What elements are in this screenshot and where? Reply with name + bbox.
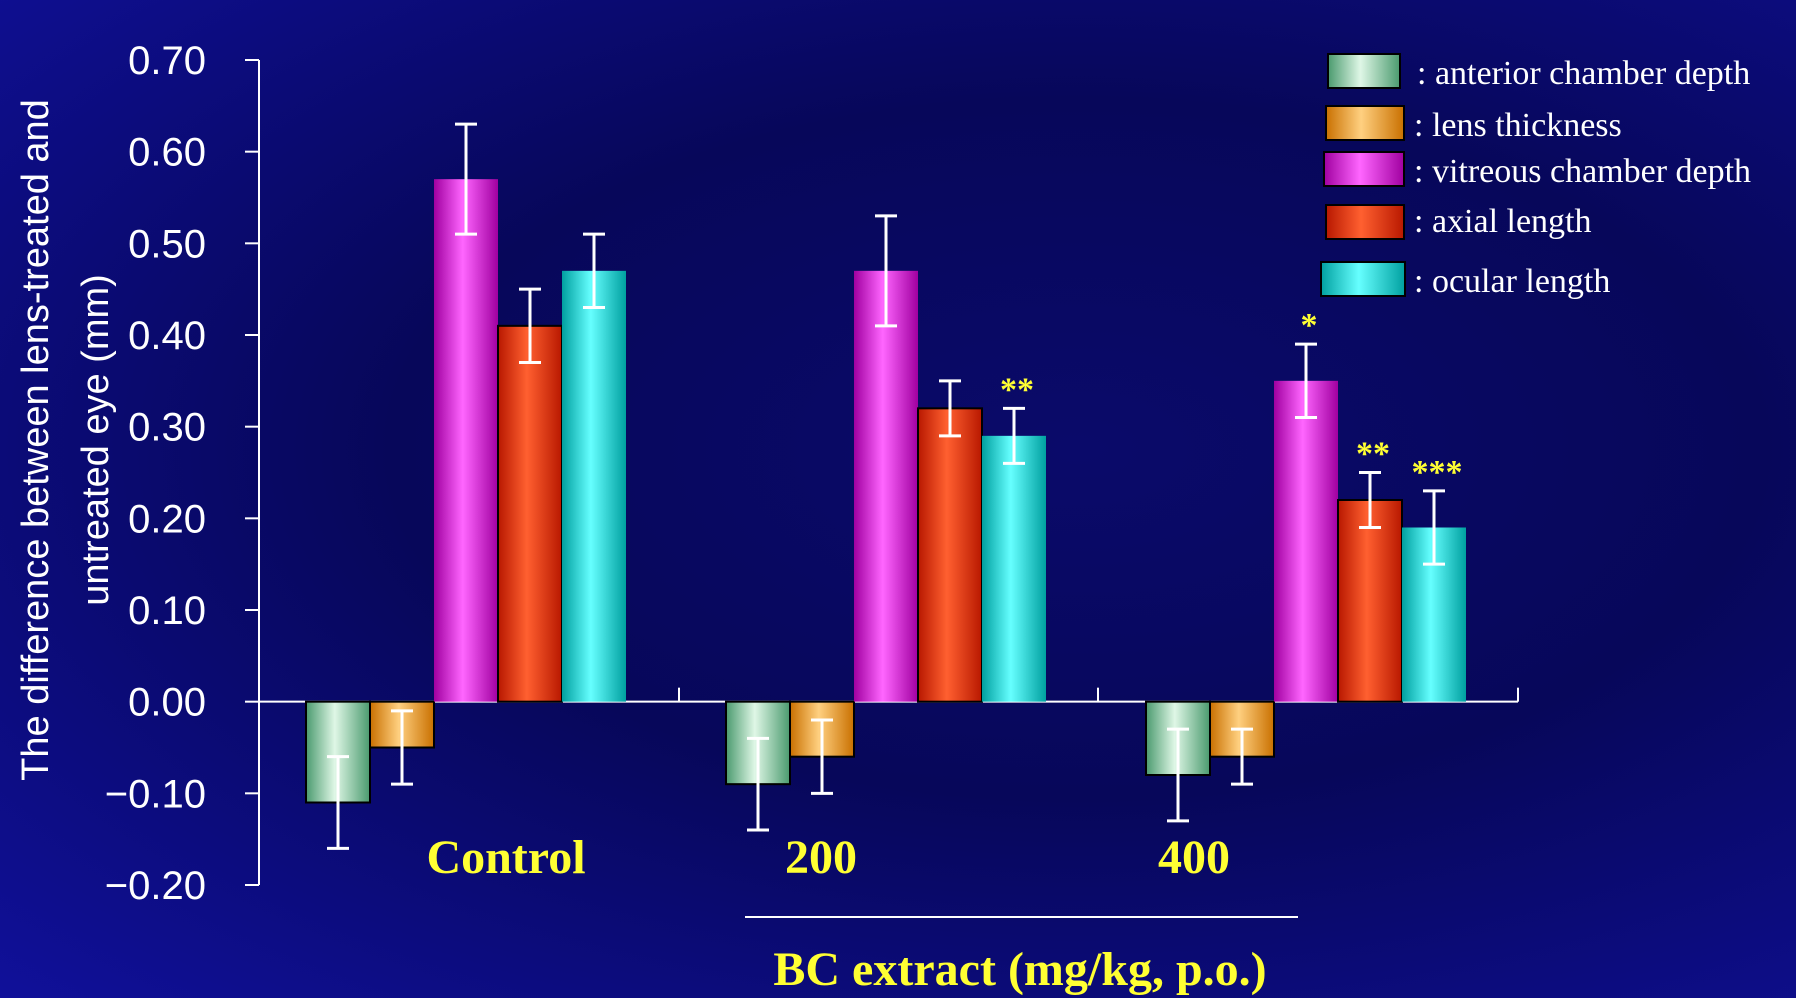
y-tick-label: 0.70 xyxy=(128,39,206,83)
legend-swatch xyxy=(1325,204,1405,240)
y-tick-label: 0.60 xyxy=(128,131,206,175)
y-tick-label: −0.10 xyxy=(105,772,206,816)
legend-label: : vitreous chamber depth xyxy=(1414,153,1751,190)
category-labels: Control 200 400 xyxy=(426,831,1230,884)
x-axis-label: BC extract (mg/kg, p.o.) xyxy=(773,943,1266,996)
bar-400-series-3 xyxy=(1337,499,1403,703)
legend-swatch xyxy=(1323,151,1405,187)
significance-marker: ** xyxy=(1000,371,1034,408)
bar-control-series-3 xyxy=(497,324,563,703)
bar-200-series-4 xyxy=(982,435,1046,702)
significance-markers: ***** *** xyxy=(1000,307,1463,491)
significance-marker: *** xyxy=(1412,454,1463,491)
y-axis-label-line-2: untreated eye (mm) xyxy=(75,274,117,606)
y-tick-label: 0.20 xyxy=(128,497,206,541)
error-bars xyxy=(327,122,1445,850)
legend-swatch xyxy=(1320,261,1406,297)
bar-200-series-3 xyxy=(917,407,983,703)
category-label-200: 200 xyxy=(785,831,857,884)
y-tick-label: −0.20 xyxy=(105,864,206,908)
significance-marker: ** xyxy=(1356,436,1390,473)
y-tick-label: 0.50 xyxy=(128,222,206,266)
y-tick-label: 0.40 xyxy=(128,314,206,358)
legend-label: : lens thickness xyxy=(1414,107,1622,144)
legend-label: : axial length xyxy=(1414,203,1592,240)
category-label-control: Control xyxy=(426,831,585,884)
y-tick-label: 0.30 xyxy=(128,406,206,450)
bar-200-series-2 xyxy=(854,270,918,702)
category-label-400: 400 xyxy=(1158,831,1230,884)
y-axis: 0.70 0.60 0.50 0.40 0.30 0.20 0.10 0.00 −0.10 −0.… xyxy=(105,39,260,908)
y-axis-label-line-1: The difference between lens-treated and xyxy=(15,99,57,781)
legend: : anterior chamber depth : lens thickness… xyxy=(1320,53,1751,300)
y-tick-label: 0.00 xyxy=(128,681,206,725)
legend-swatch xyxy=(1327,53,1401,89)
y-axis-label: The difference between lens-treated and … xyxy=(15,99,117,781)
bar-control-series-2 xyxy=(434,179,498,702)
legend-label: : ocular length xyxy=(1414,263,1610,300)
bar-400-series-2 xyxy=(1274,380,1338,702)
bar-control-series-4 xyxy=(562,270,626,702)
legend-swatch xyxy=(1325,105,1405,141)
y-tick-label: 0.10 xyxy=(128,589,206,633)
significance-marker: * xyxy=(1301,307,1318,344)
legend-label: : anterior chamber depth xyxy=(1417,55,1750,92)
